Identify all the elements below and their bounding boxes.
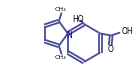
Text: OH: OH: [121, 27, 133, 36]
Text: CH₃: CH₃: [55, 55, 66, 60]
Text: O: O: [107, 45, 113, 54]
Text: N: N: [66, 31, 72, 40]
Text: HO: HO: [72, 14, 84, 23]
Text: CH₃: CH₃: [55, 7, 66, 12]
